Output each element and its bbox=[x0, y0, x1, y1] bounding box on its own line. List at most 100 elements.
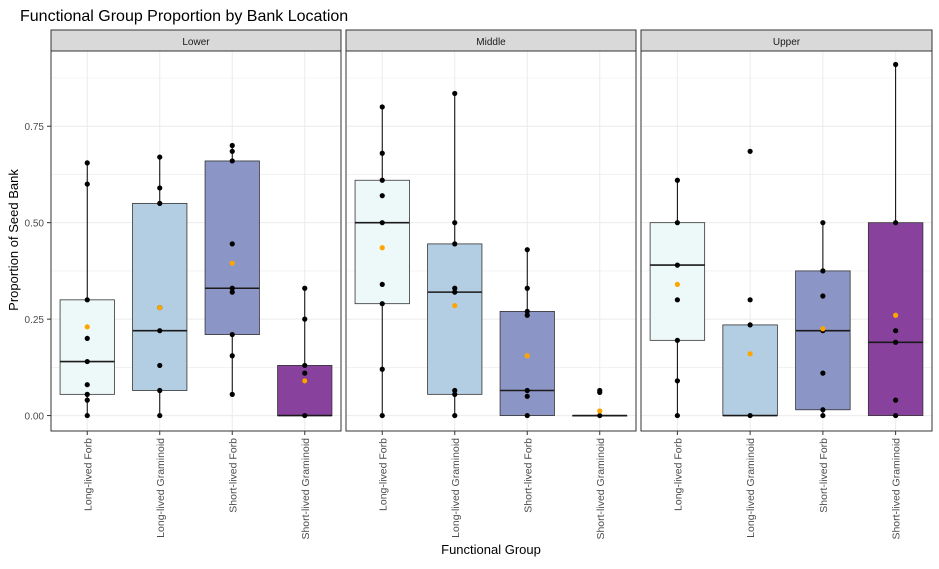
box-short-lived-forb bbox=[795, 220, 851, 419]
mean-point bbox=[893, 312, 899, 318]
mean-point bbox=[379, 245, 385, 251]
x-tick-label: Short-lived Forb bbox=[522, 438, 534, 513]
panel-strip-label: Upper bbox=[773, 37, 801, 48]
x-tick-label: Long-lived Graminoid bbox=[745, 438, 757, 538]
data-point bbox=[229, 289, 235, 295]
box bbox=[722, 324, 778, 416]
data-point bbox=[229, 285, 235, 291]
mean-point bbox=[452, 303, 458, 309]
data-point bbox=[820, 407, 826, 413]
panel-strip-label: Lower bbox=[182, 37, 210, 48]
data-point bbox=[379, 220, 385, 226]
data-point bbox=[820, 293, 826, 299]
data-point bbox=[229, 158, 235, 164]
data-point bbox=[674, 412, 680, 419]
box-long-lived-forb bbox=[59, 160, 115, 419]
data-point bbox=[820, 412, 826, 419]
data-point bbox=[524, 247, 530, 253]
x-tick-label: Long-lived Forb bbox=[82, 438, 94, 511]
panel-border bbox=[345, 50, 637, 432]
x-tick-label: Short-lived Graminoid bbox=[891, 438, 903, 540]
box bbox=[132, 202, 188, 391]
panels-layer: 0.00 0.25 0.50 0.75 Lower Long-lived Forb Long… bbox=[25, 29, 933, 540]
mean-point bbox=[229, 260, 235, 266]
data-point bbox=[893, 61, 899, 68]
data-point bbox=[524, 308, 530, 315]
data-point bbox=[302, 362, 308, 369]
data-point bbox=[229, 391, 235, 397]
x-tick-label: Long-lived Forb bbox=[672, 438, 684, 511]
data-point bbox=[893, 220, 899, 226]
mean-point bbox=[157, 304, 163, 311]
data-point bbox=[84, 335, 90, 342]
data-point bbox=[379, 177, 385, 183]
data-point bbox=[302, 285, 308, 291]
data-point bbox=[229, 353, 235, 359]
panel-lower: Lower Long-lived Forb Long-lived Graminoid… bbox=[50, 29, 342, 540]
box bbox=[204, 160, 260, 335]
data-point bbox=[597, 412, 603, 419]
data-point bbox=[229, 331, 235, 338]
box-short-lived-forb bbox=[204, 142, 260, 397]
data-point bbox=[893, 397, 899, 403]
panel-middle: Middle Long-lived Forb Long-lived Graminoi… bbox=[345, 29, 637, 540]
data-point bbox=[747, 322, 753, 328]
data-point bbox=[674, 297, 680, 303]
data-point bbox=[452, 391, 458, 397]
data-point bbox=[157, 200, 163, 206]
y-tick-label: 0.00 bbox=[25, 412, 45, 423]
data-point bbox=[379, 150, 385, 156]
data-point bbox=[84, 358, 90, 365]
data-point bbox=[524, 393, 530, 399]
data-point bbox=[674, 220, 680, 226]
data-point bbox=[379, 104, 385, 110]
data-point bbox=[302, 370, 308, 376]
x-tick-label: Short-lived Graminoid bbox=[300, 438, 312, 540]
data-point bbox=[524, 412, 530, 419]
data-point bbox=[524, 387, 530, 394]
data-point bbox=[452, 387, 458, 394]
data-point bbox=[379, 366, 385, 372]
mean-point bbox=[597, 408, 603, 414]
x-tick-label: Short-lived Graminoid bbox=[595, 438, 607, 540]
data-point bbox=[84, 391, 90, 397]
x-tick-label: Long-lived Graminoid bbox=[450, 438, 462, 538]
mean-point bbox=[302, 378, 308, 384]
data-point bbox=[452, 289, 458, 295]
y-tick-label: 0.50 bbox=[25, 219, 45, 230]
box-long-lived-forb bbox=[354, 104, 410, 419]
data-point bbox=[674, 177, 680, 183]
box-long-lived-graminoid bbox=[132, 154, 188, 419]
data-point bbox=[893, 328, 899, 334]
data-point bbox=[524, 285, 530, 291]
data-point bbox=[674, 262, 680, 268]
data-point bbox=[747, 412, 753, 419]
data-point bbox=[84, 412, 90, 419]
data-point bbox=[820, 220, 826, 226]
data-point bbox=[893, 339, 899, 345]
data-point bbox=[452, 220, 458, 226]
panel-strip-label: Middle bbox=[476, 37, 506, 48]
box bbox=[795, 270, 851, 411]
data-point bbox=[820, 370, 826, 376]
x-tick-label: Long-lived Graminoid bbox=[155, 438, 167, 538]
data-point bbox=[452, 241, 458, 247]
data-point bbox=[84, 297, 90, 303]
box bbox=[59, 299, 115, 395]
box-short-lived-graminoid bbox=[867, 61, 924, 419]
data-point bbox=[157, 362, 163, 369]
data-point bbox=[84, 160, 90, 166]
x-tick-label: Short-lived Forb bbox=[227, 438, 239, 513]
data-point bbox=[84, 397, 90, 403]
data-point bbox=[893, 412, 899, 419]
data-point bbox=[379, 412, 385, 419]
data-point bbox=[229, 241, 235, 247]
data-point bbox=[379, 301, 385, 307]
x-axis-label: Functional Group bbox=[441, 542, 541, 557]
box bbox=[649, 222, 706, 341]
data-point bbox=[747, 148, 753, 154]
data-point bbox=[524, 312, 530, 318]
mean-point bbox=[747, 351, 753, 357]
box-short-lived-graminoid bbox=[277, 285, 333, 419]
